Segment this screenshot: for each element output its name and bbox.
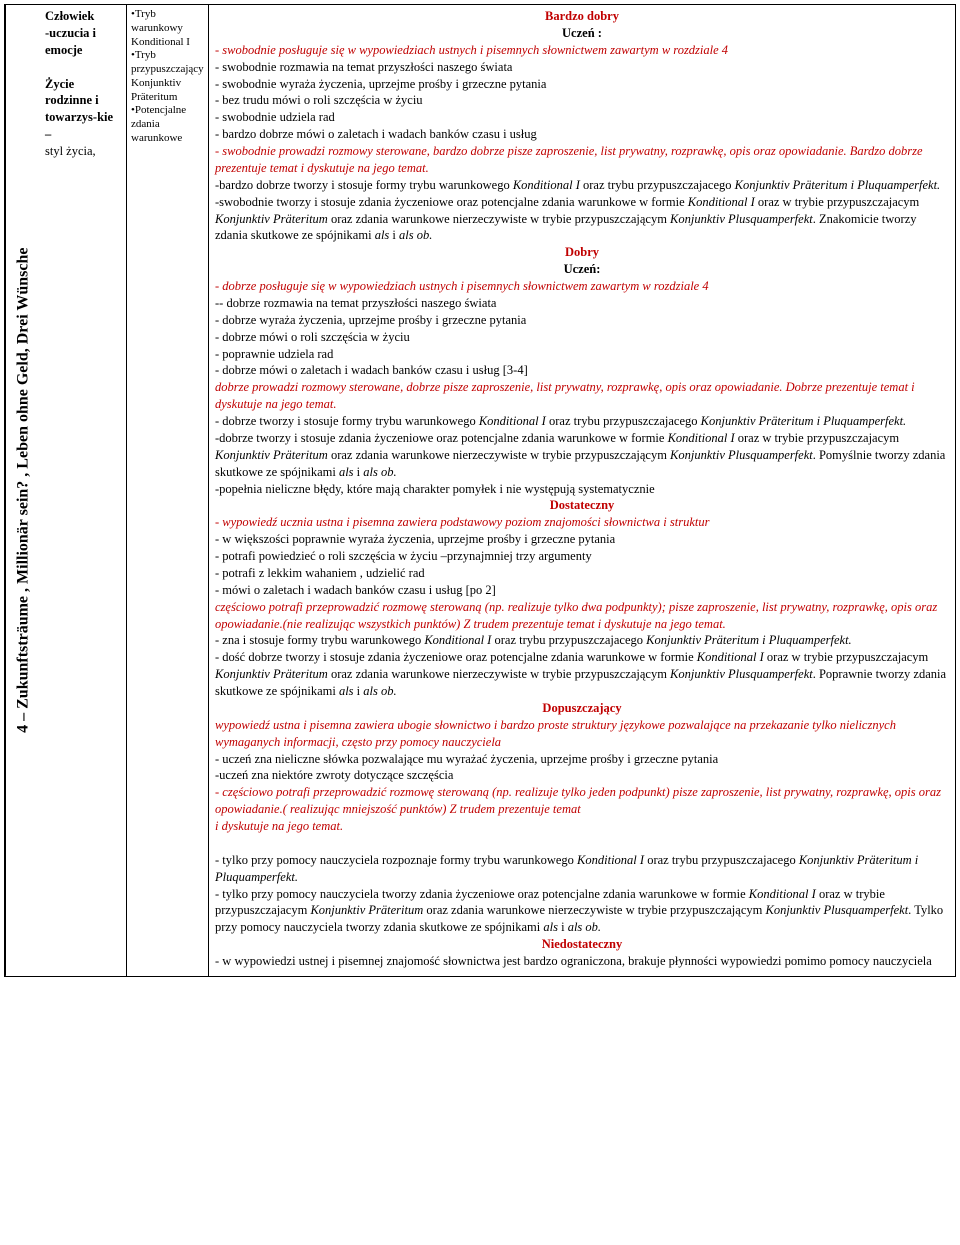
g1-p2: - swobodnie rozmawia na temat przyszłośc… [215, 59, 949, 76]
g3-p3: - potrafi powiedzieć o roli szczęścia w … [215, 548, 949, 565]
g2-p5: - poprawnie udziela rad [215, 346, 949, 363]
g1-p5: - swobodnie udziela rad [215, 109, 949, 126]
chapter-title-vertical: 4 – Zukunftsträume , Millionär sein? , L… [5, 5, 41, 976]
grade-dostateczny-title: Dostateczny [215, 497, 949, 514]
criteria-column: Bardzo dobry Uczeń : - swobodnie posługu… [209, 5, 955, 976]
gram-2: •Tryb przypuszczający [131, 49, 204, 77]
g4-p2: - uczeń zna nieliczne słówka pozwalające… [215, 751, 949, 768]
grade-niedostateczny-title: Niedostateczny [215, 936, 949, 953]
g5-p1: - w wypowiedzi ustnej i pisemnej znajomo… [215, 953, 949, 970]
g2-p1: - dobrze posługuje się w wypowiedziach u… [215, 278, 949, 295]
g2-p8: - dobrze tworzy i stosuje formy trybu wa… [215, 413, 949, 430]
grade-bardzo-dobry-sub: Uczeń : [215, 25, 949, 42]
topic-l4: Życie rodzinne i towarzys-kie – [45, 76, 122, 144]
grade-dopuszczajacy-title: Dopuszczający [215, 700, 949, 717]
g2-p4: - dobrze mówi o roli szczęścia w życiu [215, 329, 949, 346]
topic-column: Człowiek -uczucia i emocje Życie rodzinn… [41, 5, 127, 976]
g1-p1: - swobodnie posługuje się w wypowiedziac… [215, 42, 949, 59]
g2-p10: -popełnia nieliczne błędy, które mają ch… [215, 481, 949, 498]
document-table: 4 – Zukunftsträume , Millionär sein? , L… [4, 4, 956, 977]
g4-p6: - tylko przy pomocy nauczyciela tworzy z… [215, 886, 949, 937]
g1-p6: - bardzo dobrze mówi o zaletach i wadach… [215, 126, 949, 143]
grammar-column: •Tryb warunkowy Konditional I •Tryb przy… [127, 5, 209, 976]
g3-p1: - wypowiedź ucznia ustna i pisemna zawie… [215, 514, 949, 531]
g4-p1: wypowiedź ustna i pisemna zawiera ubogie… [215, 717, 949, 751]
g2-p6: - dobrze mówi o zaletach i wadach banków… [215, 362, 949, 379]
g2-p9: -dobrze tworzy i stosuje zdania życzenio… [215, 430, 949, 481]
grade-bardzo-dobry-title: Bardzo dobry [215, 8, 949, 25]
g4-p4b: i dyskutuje na jego temat. [215, 818, 949, 835]
topic-l2: -uczucia i emocje [45, 25, 122, 59]
g4-p4: - częściowo potrafi przeprowadzić rozmow… [215, 784, 949, 818]
gram-3: Konjunktiv Präteritum [131, 77, 204, 105]
topic-l1: Człowiek [45, 8, 122, 25]
g3-p8: - dość dobrze tworzy i stosuje zdania ży… [215, 649, 949, 700]
g4-p3: -uczeń zna niektóre zwroty dotyczące szc… [215, 767, 949, 784]
g3-p4: - potrafi z lekkim wahaniem , udzielić r… [215, 565, 949, 582]
g1-p8: -bardzo dobrze tworzy i stosuje formy tr… [215, 177, 949, 194]
topic-l5: styl życia, [45, 143, 122, 160]
g3-p7: - zna i stosuje formy trybu warunkowego … [215, 632, 949, 649]
grade-dobry-title: Dobry [215, 244, 949, 261]
g3-p2: - w większości poprawnie wyraża życzenia… [215, 531, 949, 548]
grade-dobry-sub: Uczeń: [215, 261, 949, 278]
g3-p5: - mówi o zaletach i wadach banków czasu … [215, 582, 949, 599]
gram-1: •Tryb warunkowy Konditional I [131, 8, 204, 49]
g1-p4: - bez trudu mówi o roli szczęścia w życi… [215, 92, 949, 109]
g1-p3: - swobodnie wyraża życzenia, uprzejme pr… [215, 76, 949, 93]
g2-p7: dobrze prowadzi rozmowy sterowane, dobrz… [215, 379, 949, 413]
gram-4: •Potencjalne zdania warunkowe [131, 104, 204, 145]
g4-p5: - tylko przy pomocy nauczyciela rozpozna… [215, 852, 949, 886]
g1-p9: -swobodnie tworzy i stosuje zdania życze… [215, 194, 949, 245]
g2-p2: -- dobrze rozmawia na temat przyszłości … [215, 295, 949, 312]
g1-p7: - swobodnie prowadzi rozmowy sterowane, … [215, 143, 949, 177]
g3-p6: częściowo potrafi przeprowadzić rozmowę … [215, 599, 949, 633]
g2-p3: - dobrze wyraża życzenia, uprzejme prośb… [215, 312, 949, 329]
